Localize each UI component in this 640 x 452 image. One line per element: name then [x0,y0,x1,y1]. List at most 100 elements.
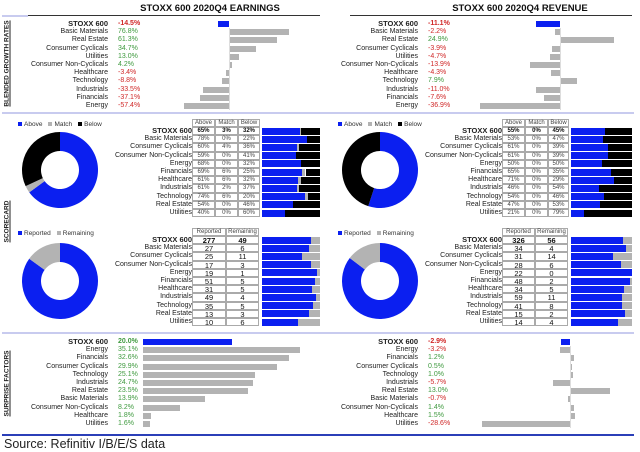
row-label: Financials [470,277,502,284]
row-value: -5.7% [428,379,447,386]
stacked-bar-segment [571,236,624,244]
chart-legend: Above Match Below [332,121,422,128]
stacked-bar-segment [622,293,632,301]
table-cell: 22% [238,135,260,144]
bar-growth [551,45,560,52]
row-value: 35.1% [118,346,138,354]
table-cell: 5 [226,285,259,294]
table-cell: 4 [226,293,259,302]
stacked-bar-segment [571,160,602,168]
legend-swatch [368,122,373,127]
row-value: 1.5% [428,411,444,419]
row-label: Real Estate [465,200,502,208]
table-cell: 28 [502,260,535,269]
stacked-bar-segment [623,236,632,244]
stacked-bar-segment [603,193,632,201]
table-cell: 17 [192,260,226,269]
donut-slice [342,243,418,319]
legend-swatch [338,122,342,127]
row-label: Consumer Cyclicals [46,44,108,52]
table-cell: 2% [215,184,238,193]
row-label: Energy [169,159,192,167]
bar-surprise [143,380,254,386]
stacked-bar-segment [571,261,622,269]
row-value: -36.9% [428,102,451,109]
table-cell: 0% [525,200,548,209]
chart-legend: Reported Remaining [332,230,414,237]
stacked-bar-segment [629,277,632,285]
row-label: Consumer Cyclicals [130,143,192,151]
legend-label: Reported [344,230,371,237]
bar-growth [229,62,233,68]
row-value: 29.9% [118,362,138,370]
row-label: Basic Materials [370,395,418,403]
row-label: Industrials [76,85,108,93]
stacked-bar-segment [285,209,320,217]
table-cell: 35% [548,168,569,177]
legend-label: Below [404,121,422,128]
row-value: -11.0% [428,85,450,93]
row-value: 1.6% [118,420,134,427]
row-label: Real Estate [381,387,418,395]
stacked-bar-segment [571,244,626,252]
row-value: 4.2% [118,61,134,68]
bar-surprise [143,388,249,395]
table-cell: 4% [215,143,238,152]
stacked-bar-segment [301,127,320,135]
row-label: Technology [382,77,418,85]
stacked-bar-segment [262,135,308,143]
table-cell: 14 [502,318,535,326]
row-value: 1.2% [428,354,444,362]
row-label: Consumer Non-Cyclicals [114,260,192,268]
stacked-bar-segment [299,127,302,135]
stacked-bar-segment [571,310,625,318]
table-cell: 0% [525,159,548,168]
table-cell: 10 [192,318,226,326]
stacked-bar-segment [312,302,320,310]
table-cell: 34 [502,244,535,253]
bar-surprise [143,404,180,411]
stacked-bar-segment [571,277,630,285]
row-value: -7.6% [428,93,447,101]
donut-slice [368,132,418,208]
stacked-bar-segment [296,152,320,160]
stacked-bar-segment [305,168,320,176]
table-cell: 45% [548,127,569,136]
table-cell: 41% [238,151,260,160]
bar-surprise [570,412,575,419]
bar-growth [226,70,229,77]
chart-legend: Above Match Below [12,121,102,128]
stacked-bar-segment [571,269,632,277]
bar-surprise [567,396,570,403]
row-label: Consumer Non-Cyclicals [424,260,502,268]
table-cell: 326 [502,236,535,244]
table-cell: 41 [502,301,535,310]
column-header: Remaining [226,227,259,236]
stacked-bar-segment [262,127,300,135]
bar-growth [479,103,560,109]
table-cell: 55% [502,127,525,136]
table-cell: 11 [535,293,568,302]
row-label: Industrials [160,293,192,301]
stacked-bar-segment [571,201,600,209]
row-label: Industrials [470,184,502,192]
row-label: Consumer Cyclicals [440,143,502,151]
stacked-bar-segment [262,201,294,209]
row-label: Consumer Non-Cyclicals [114,151,192,159]
row-value: 61.3% [118,36,138,44]
column-header: Below [238,118,260,127]
zero-axis [229,28,230,111]
row-label: STOXX 600 [68,337,108,346]
row-value: -14.5% [118,20,141,27]
table-cell: 50% [548,159,569,168]
table-cell: 1 [226,268,259,277]
table-cell: 0% [525,176,548,185]
row-value: -28.6% [428,420,451,427]
table-cell: 0% [215,209,238,218]
table-cell: 60% [192,143,215,152]
row-label: Basic Materials [454,244,502,252]
table-cell: 49 [226,236,259,244]
row-label: Healthcare [468,176,502,184]
stacked-bar-segment [311,285,320,293]
table-cell: 0% [525,192,548,201]
